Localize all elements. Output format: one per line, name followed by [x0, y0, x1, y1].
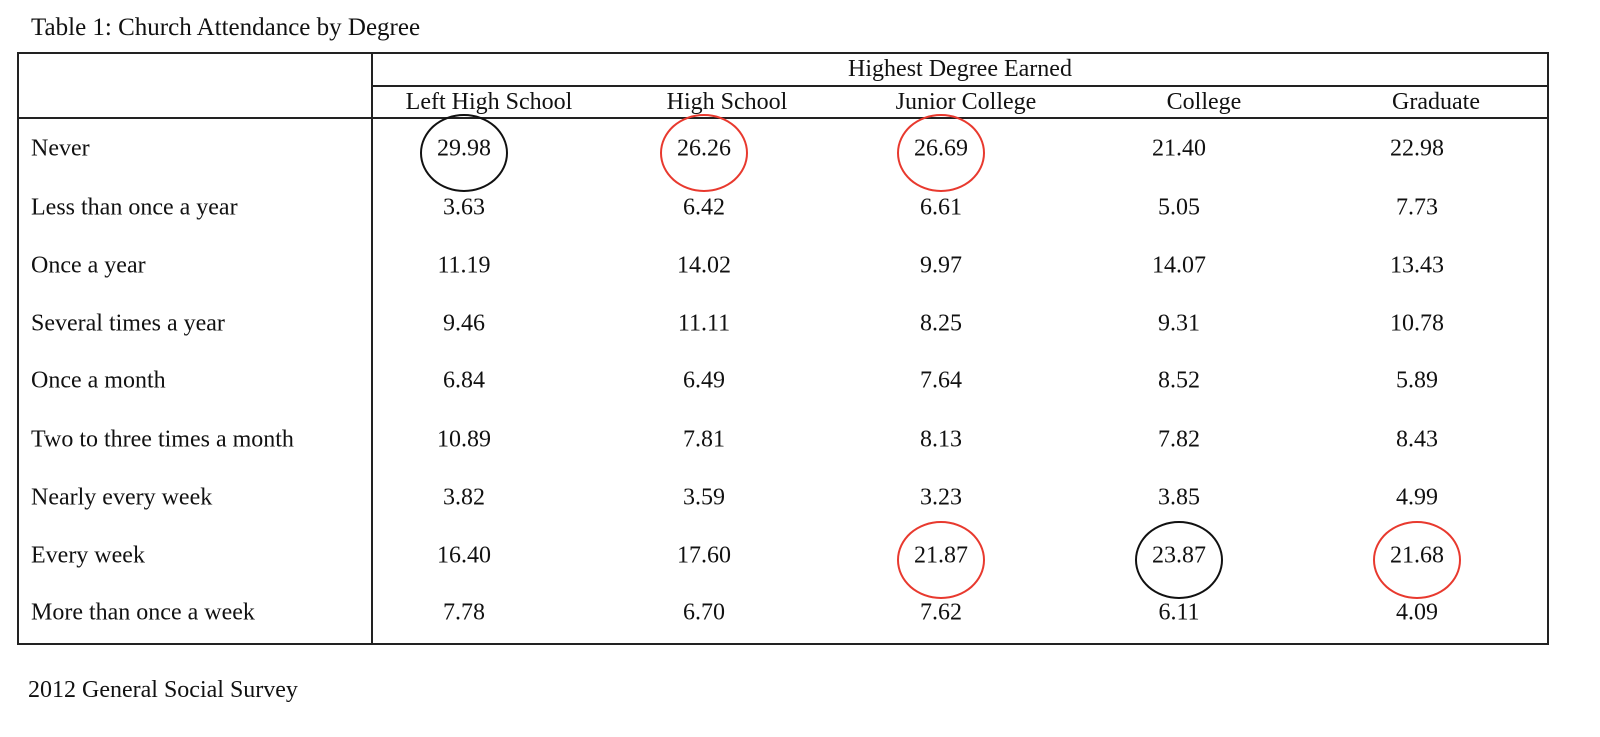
table-cell: 21.68: [1390, 542, 1444, 569]
table-cell: 23.87: [1152, 542, 1206, 569]
table-cell: 17.60: [677, 542, 731, 569]
column-header: College: [1166, 89, 1242, 115]
table-cell: 11.11: [677, 310, 731, 337]
table-cell: 10.78: [1390, 310, 1444, 337]
table-cell: 9.97: [920, 252, 962, 279]
table-frame: [17, 52, 1549, 645]
column-header: Graduate: [1392, 89, 1480, 115]
table-cell: 6.11: [1158, 599, 1200, 626]
table-cell: 5.89: [1396, 367, 1438, 394]
row-label: Once a year: [31, 252, 146, 279]
table-source-note: 2012 General Social Survey: [28, 677, 298, 703]
table-cell: 29.98: [437, 135, 491, 162]
row-label: Once a month: [31, 367, 166, 394]
table-cell: 7.64: [920, 367, 962, 394]
table-cell: 11.19: [437, 252, 491, 279]
table-cell: 3.63: [443, 194, 485, 221]
table-cell: 26.69: [914, 135, 968, 162]
table-cell: 4.99: [1396, 484, 1438, 511]
table-cell: 9.31: [1158, 310, 1200, 337]
row-label: More than once a week: [31, 599, 255, 626]
table-cell: 3.59: [683, 484, 725, 511]
table-cell: 14.07: [1152, 252, 1206, 279]
row-label: Several times a year: [31, 310, 225, 337]
table-cell: 6.70: [683, 599, 725, 626]
row-label: Nearly every week: [31, 484, 213, 511]
table-cell: 9.46: [443, 310, 485, 337]
table-cell: 26.26: [677, 135, 731, 162]
table-cell: 5.05: [1158, 194, 1200, 221]
table-cell: 7.81: [683, 426, 725, 453]
table-cell: 8.13: [920, 426, 962, 453]
table-cell: 22.98: [1390, 135, 1444, 162]
group-header: Highest Degree Earned: [848, 56, 1072, 82]
table-cell: 6.84: [443, 367, 485, 394]
table-cell: 6.49: [683, 367, 725, 394]
column-header: High School: [666, 89, 788, 115]
group-header-divider: [371, 85, 1549, 87]
stub-divider: [371, 52, 373, 645]
table-title: Table 1: Church Attendance by Degree: [31, 14, 421, 41]
table-cell: 21.40: [1152, 135, 1206, 162]
table-cell: 6.42: [683, 194, 725, 221]
table-cell: 6.61: [920, 194, 962, 221]
table-cell: 7.62: [920, 599, 962, 626]
table-cell: 3.85: [1158, 484, 1200, 511]
column-header: Junior College: [895, 89, 1037, 115]
row-label: Two to three times a month: [31, 426, 294, 453]
table-cell: 16.40: [437, 542, 491, 569]
table-cell: 14.02: [677, 252, 731, 279]
row-label: Every week: [31, 542, 145, 569]
row-label: Less than once a year: [31, 194, 238, 221]
table-cell: 8.25: [920, 310, 962, 337]
row-label: Never: [31, 135, 90, 162]
table-cell: 10.89: [437, 426, 491, 453]
table-cell: 3.23: [920, 484, 962, 511]
table-cell: 8.43: [1396, 426, 1438, 453]
table-cell: 3.82: [443, 484, 485, 511]
table-cell: 4.09: [1396, 599, 1438, 626]
column-header: Left High School: [405, 89, 573, 115]
table-cell: 8.52: [1158, 367, 1200, 394]
table-cell: 7.73: [1396, 194, 1438, 221]
table-cell: 21.87: [914, 542, 968, 569]
table-cell: 7.82: [1158, 426, 1200, 453]
table-cell: 13.43: [1390, 252, 1444, 279]
header-divider: [17, 117, 1549, 119]
table-cell: 7.78: [443, 599, 485, 626]
